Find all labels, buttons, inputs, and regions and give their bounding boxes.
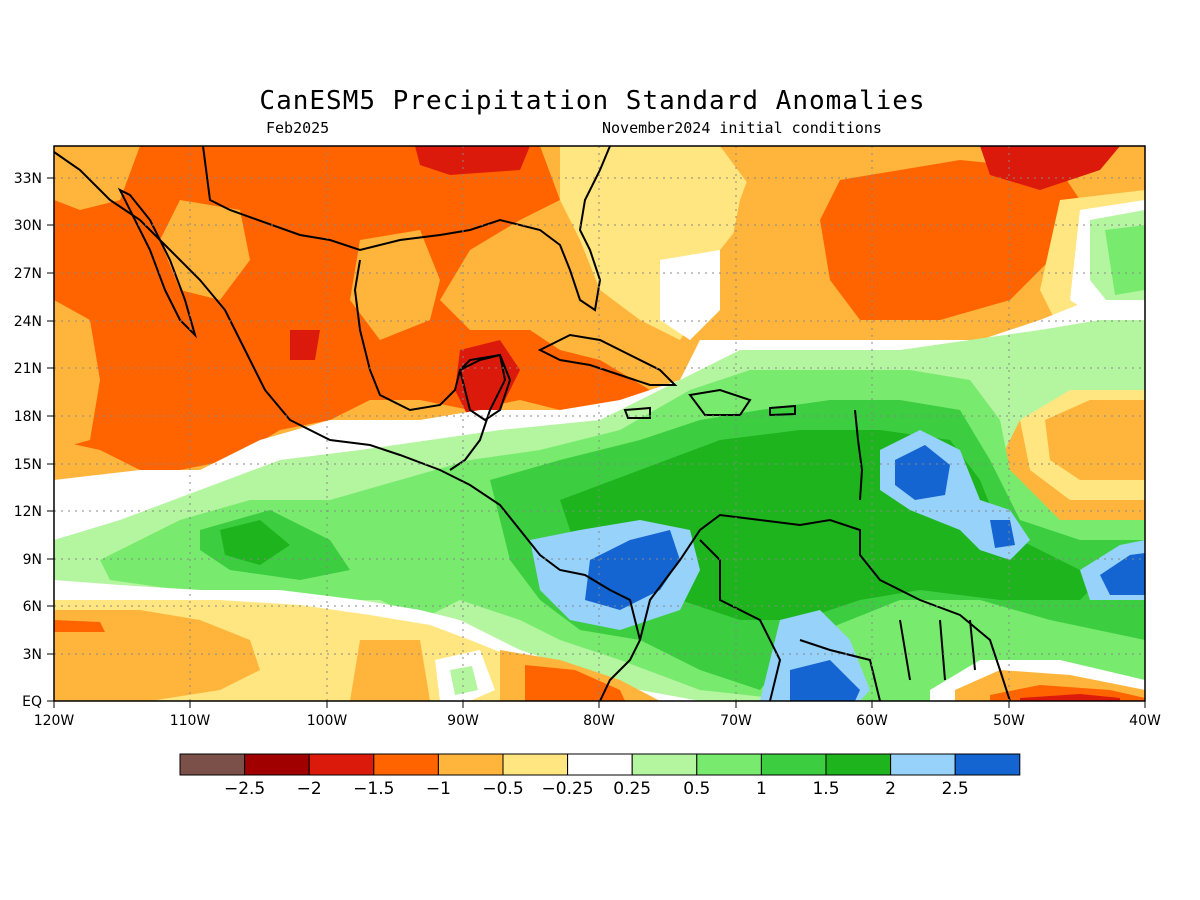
lat-label: 21N: [14, 361, 42, 377]
colorbar-swatch: [437, 753, 504, 776]
lon-label: 70W: [720, 713, 752, 729]
colorbar-label: 0.25: [613, 779, 651, 799]
colorbar-swatch: [631, 753, 698, 776]
colorbar-swatch: [567, 753, 633, 776]
lon-label: 120W: [34, 713, 75, 729]
lat-label: 6N: [23, 599, 42, 615]
colorbar-label: −2: [297, 779, 322, 799]
lon-label: 40W: [1129, 713, 1161, 729]
colorbar-swatch: [502, 753, 569, 776]
anomaly-field: [54, 146, 1145, 701]
lon-label: 110W: [170, 713, 211, 729]
axis-ticks: [47, 177, 1146, 708]
colorbar-swatch: [373, 753, 439, 776]
colorbar-swatch: [890, 753, 956, 776]
colorbar-label: 1: [756, 779, 767, 799]
lat-label: 9N: [23, 552, 42, 568]
colorbar-swatch: [179, 753, 246, 776]
colorbar-label: 1.5: [812, 779, 839, 799]
lat-label: 33N: [14, 171, 42, 187]
lat-label: 24N: [14, 314, 42, 330]
lon-label: 50W: [993, 713, 1025, 729]
colorbar-swatch: [696, 753, 762, 776]
colorbar-swatch: [760, 753, 827, 776]
colorbar-label: −1: [426, 779, 451, 799]
lon-label: 60W: [856, 713, 888, 729]
colorbar-swatch: [244, 753, 310, 776]
lat-label: EQ: [22, 694, 42, 710]
colorbar-swatch: [308, 753, 375, 776]
colorbar-label: −2.5: [224, 779, 265, 799]
lon-labels: 120W 110W 100W 90W 80W 70W 60W 50W 40W: [34, 713, 1161, 729]
forecast-month: Feb2025: [266, 119, 330, 137]
colorbar-swatch: [954, 753, 1021, 776]
lat-label: 30N: [14, 218, 42, 234]
coastlines: [54, 146, 1011, 701]
initial-conditions: November2024 initial conditions: [602, 119, 882, 137]
lon-label: 90W: [447, 713, 479, 729]
lat-label: 18N: [14, 409, 42, 425]
graticule: [54, 146, 1145, 701]
lat-label: 15N: [14, 457, 42, 473]
lat-labels: EQ 3N 6N 9N 12N 15N 18N 21N 24N 27N 30N …: [14, 171, 42, 710]
colorbar-swatch: [825, 753, 892, 776]
colorbar-label: −0.5: [482, 779, 523, 799]
colorbar-label: 2.5: [942, 779, 969, 799]
lon-label: 80W: [583, 713, 615, 729]
colorbar-label: −0.25: [542, 779, 594, 799]
colorbar-label: 2: [885, 779, 896, 799]
lat-label: 3N: [23, 647, 42, 663]
lon-label: 100W: [307, 713, 348, 729]
colorbar-label: −1.5: [353, 779, 394, 799]
page-title: CanESM5 Precipitation Standard Anomalies: [259, 86, 926, 116]
colorbar: −2.5 −2 −1.5 −1 −0.5 −0.25 0.25 0.5 1 1.5 2 2.5: [179, 753, 1021, 799]
colorbar-label: 0.5: [683, 779, 710, 799]
lat-label: 12N: [14, 504, 42, 520]
lat-label: 27N: [14, 266, 42, 282]
